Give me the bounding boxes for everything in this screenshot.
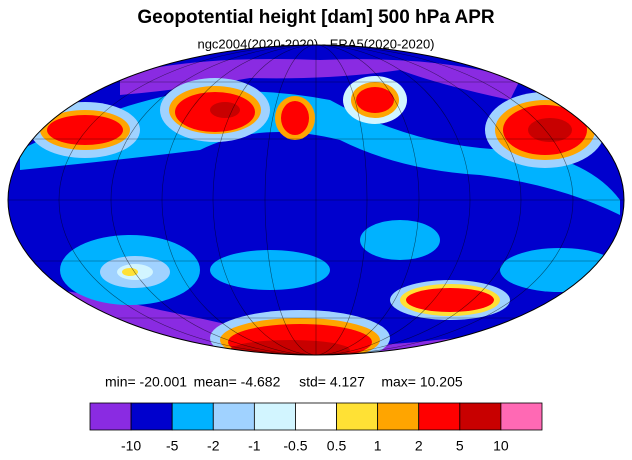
colorbar-label: 5 <box>456 438 464 454</box>
map <box>8 45 624 355</box>
colorbar-box <box>336 402 379 431</box>
colorbar-label: -0.5 <box>283 438 307 454</box>
stat: mean= -4.682 <box>194 374 281 390</box>
colorbar-label: 1 <box>374 438 382 454</box>
colorbar-box <box>89 402 132 431</box>
stat: min= -20.001 <box>105 374 187 390</box>
colorbar-label: -5 <box>166 438 179 454</box>
stat: max= 10.205 <box>381 374 463 390</box>
colorbar-label: 2 <box>415 438 423 454</box>
colorbar-label: -10 <box>121 438 141 454</box>
colorbar: -10 -5 -2 -1 -0.5 0.5 1 2 5 10 <box>89 402 543 454</box>
colorbar-box <box>377 402 420 431</box>
colorbar-label: -2 <box>207 438 220 454</box>
colorbar-box <box>459 402 502 431</box>
colorbar-box <box>418 402 461 431</box>
colorbar-box <box>253 402 296 431</box>
colorbar-box <box>500 402 543 431</box>
globe-outline <box>7 44 625 356</box>
title: Geopotential height [dam] 500 hPa APR <box>137 7 494 28</box>
colorbar-label: -1 <box>248 438 261 454</box>
colorbar-box <box>171 402 214 431</box>
stats: min= -20.001 mean= -4.682 std= 4.127 max= 1… <box>105 374 463 390</box>
stat: std= 4.127 <box>299 374 365 390</box>
colorbar-label: 10 <box>493 438 509 454</box>
graticule <box>8 45 624 355</box>
colorbar-box <box>130 402 173 431</box>
colorbar-box <box>212 402 255 431</box>
colorbar-label: 0.5 <box>327 438 347 454</box>
colorbar-box <box>295 402 337 431</box>
